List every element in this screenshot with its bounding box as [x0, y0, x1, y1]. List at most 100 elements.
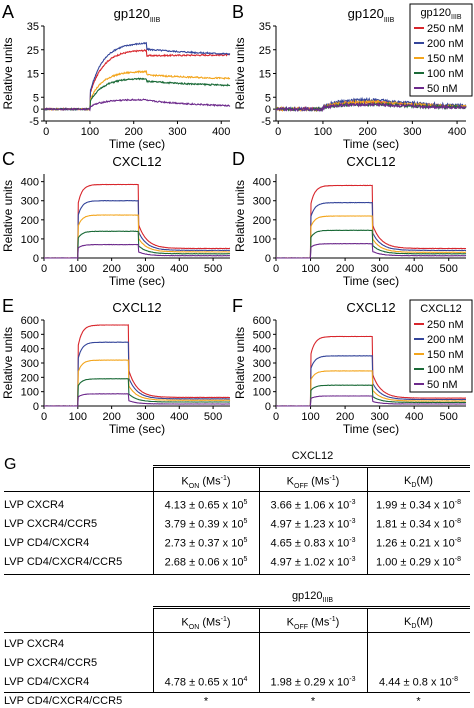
y-tick-label: 400: [253, 344, 271, 356]
divider: [153, 608, 154, 692]
chart-title: CXCL12: [346, 154, 395, 169]
y-tick-label: 25: [27, 45, 39, 57]
table-row-label: LVP CD4/CXCR4/CCR5: [4, 556, 123, 568]
table-cell-kd: 1.99 ± 0.34 x 10-8: [367, 499, 470, 512]
y-tick-label: -5: [261, 116, 271, 128]
series-line-50-nm: [275, 395, 467, 407]
y-tick-label: 200: [253, 215, 271, 227]
cell-value: 1.99 ± 0.34 x 10: [375, 499, 455, 512]
chart-title: gp120IIIB: [348, 6, 395, 24]
panel-letter-e: E: [2, 296, 14, 316]
x-tick-label: 400: [170, 411, 188, 423]
y-tick-label: 25: [259, 45, 271, 57]
panel-letter-f: F: [232, 296, 243, 316]
x-tick-label: 100: [69, 263, 87, 275]
cell-exponent: -8: [454, 518, 462, 525]
cell-exponent: 5: [243, 499, 248, 506]
y-tick-label: 600: [253, 315, 271, 327]
cell-exponent: 4: [243, 676, 248, 683]
divider: [259, 467, 260, 574]
x-tick-label: 200: [125, 126, 143, 138]
x-tick-label: 500: [204, 263, 222, 275]
y-axis-label: Relative units: [1, 327, 15, 399]
cell-value: *: [203, 695, 209, 708]
table-cell-koff: 4.65 ± 0.83 x 10-3: [259, 537, 367, 550]
x-tick-label: 400: [212, 126, 230, 138]
table-cell-koff: 4.97 ± 1.23 x 10-3: [259, 518, 367, 531]
x-tick-label: 0: [41, 411, 47, 423]
cell-value: 3.79 ± 0.39 x 10: [164, 518, 244, 531]
divider: [153, 608, 470, 609]
cell-exponent: -3: [349, 499, 356, 506]
x-tick-label: 100: [301, 411, 319, 423]
kd-header: KD(M): [404, 475, 433, 490]
y-tick-label: 400: [21, 344, 39, 356]
y-tick-label: 0: [265, 253, 271, 265]
panel-letter-c: C: [2, 149, 15, 169]
cell-exponent: -8: [451, 676, 458, 683]
legend-box: [409, 3, 473, 97]
cell-value: *: [416, 695, 421, 708]
x-tick-label: 300: [136, 411, 154, 423]
table-row-label: LVP CD4/CXCR4/CCR5: [4, 695, 123, 707]
x-tick-label: 200: [336, 263, 354, 275]
legend-title: gp120IIIB: [420, 7, 461, 21]
cell-exponent: -8: [454, 537, 462, 544]
table-row-label: LVP CXCR4/CCR5: [4, 657, 98, 669]
y-tick-label: 0: [33, 253, 39, 265]
y-tick-label: 200: [21, 215, 39, 227]
legend-item: 100 nM: [427, 364, 464, 376]
cell-value: *: [310, 695, 316, 708]
table-row-label: LVP CXCR4: [4, 499, 65, 511]
divider: [4, 692, 470, 693]
cell-exponent: -3: [349, 518, 356, 525]
cell-exponent: -8: [454, 499, 462, 506]
table-cell-kd: 1.26 ± 0.21 x 10-8: [367, 537, 470, 550]
y-tick-label: 35: [27, 21, 39, 33]
y-tick-label: 0: [33, 104, 39, 116]
divider: [153, 606, 470, 607]
legend-item: 250 nM: [427, 23, 464, 35]
x-tick-label: 400: [448, 126, 466, 138]
x-tick-label: 0: [273, 411, 279, 423]
kon-header-gp120: KON (Ms-1): [181, 616, 231, 631]
x-tick-label: 500: [440, 411, 458, 423]
x-axis-label: Time (sec): [343, 422, 399, 436]
table-cell-koff: 4.97 ± 1.02 x 10-3: [259, 556, 367, 569]
table-row-label: LVP CD4/CXCR4: [4, 676, 90, 688]
y-axis-label: Relative units: [1, 180, 15, 252]
cell-value: 4.97 ± 1.02 x 10: [270, 556, 350, 569]
panel-letter-a: A: [2, 2, 14, 22]
table-cell-kd: 4.44 ± 0.8 x 10-8: [367, 676, 470, 689]
cell-value: 1.26 ± 0.21 x 10: [375, 537, 455, 550]
y-tick-label: 300: [21, 196, 39, 208]
y-tick-label: 35: [259, 21, 271, 33]
y-tick-label: 100: [21, 234, 39, 246]
table-row-label: LVP CXCR4: [4, 638, 65, 650]
legend-item: 200 nM: [427, 38, 464, 50]
chart-title: CXCL12: [112, 300, 161, 315]
series-line-150-nm: [276, 215, 467, 259]
x-tick-label: 400: [170, 263, 188, 275]
divider: [4, 632, 470, 633]
panel-letter-b: B: [232, 2, 244, 22]
series-line-50-nm: [276, 242, 467, 259]
x-tick-label: 200: [102, 411, 120, 423]
cell-value: 1.98 ± 0.29 x 10: [270, 676, 350, 689]
table-row-label: LVP CXCR4/CCR5: [4, 518, 98, 530]
chart-panel-d: 0 100 200 300 400 0 100 200 300 400 500 Time (sec) R…: [232, 149, 467, 288]
cell-exponent: -3: [349, 676, 356, 683]
legend-gp120: gp120IIIB 250 nM 200 nM 150 nM 100 nM 50 nM: [409, 3, 473, 97]
cell-value: 2.73 ± 0.37 x 10: [164, 537, 244, 550]
y-axis-label: Relative units: [1, 37, 15, 109]
gp120-group-header: gp120IIIB: [291, 590, 334, 605]
y-tick-label: 300: [253, 358, 271, 370]
koff-header-gp120: KOFF (Ms-1): [286, 616, 340, 631]
table-cell-kon: *: [153, 695, 259, 708]
chart-title: CXCL12: [346, 300, 395, 315]
cell-exponent: 5: [243, 537, 248, 544]
legend-item: 200 nM: [427, 334, 464, 346]
table-row-label: LVP CD4/CXCR4: [4, 537, 90, 549]
chart-title: gp120IIIB: [114, 6, 161, 24]
